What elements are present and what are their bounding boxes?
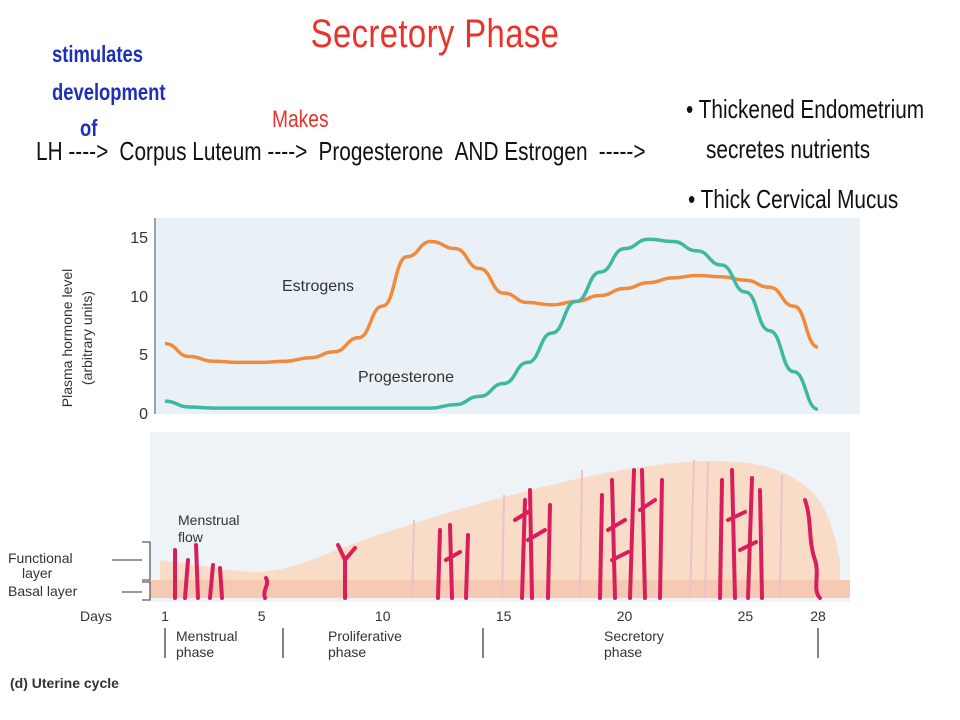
day-tick-label: 28 [810,608,826,624]
days-axis-label: Days [80,608,112,624]
slide-title: Secretory Phase [310,12,560,56]
estrogens-series-label: Estrogens [282,278,354,295]
basal-layer-bracket [142,581,151,601]
functional-layer-shape [160,460,840,582]
y-axis-label-line-1: Plasma hormone level [59,269,75,408]
estrogens-series-line [164,239,819,365]
functional-layer-label-line-1: Functional [8,550,73,566]
menstrual-flow-label-line-2: flow [178,529,204,545]
stimulates-line-2: development [52,79,166,105]
makes-label: Makes [272,106,329,133]
flow-progesterone: Progesterone [318,136,444,166]
stimulates-line-3: of [80,115,98,141]
blood-vessels [173,468,822,600]
flow-lh: LH ----> [36,136,109,166]
hormone-chart-background [155,218,860,414]
functional-layer-label-line-2: layer [22,565,53,581]
day-tick-label: 20 [617,608,633,624]
progesterone-series-line [164,237,819,412]
hormone-flow: LH ----> Corpus Luteum ----> Progesterone A… [36,136,657,167]
gland-outlines [411,459,783,599]
day-tick-label: 15 [496,608,512,624]
flow-corpus-luteum: Corpus Luteum ----> [119,136,308,166]
day-tick-label: 10 [375,608,391,624]
phase-proliferative-line-1: Proliferative [328,628,402,644]
phase-dividers [164,628,819,658]
phase-secretory-line-1: Secretory [604,628,664,644]
bullet-thick-cervical-mucus: • Thick Cervical Mucus [688,184,899,214]
phase-secretory-line-2: phase [604,644,642,660]
day-ticks: 1 5 10 15 20 25 28 [161,608,826,624]
y-tick-label: 10 [130,289,148,306]
phase-menstrual-line-1: Menstrual [176,628,237,644]
y-tick-label: 15 [130,230,148,247]
figure-caption: (d) Uterine cycle [10,675,119,691]
day-tick-label: 1 [161,608,169,624]
progesterone-series-label: Progesterone [358,369,454,386]
y-axis-label-line-2: (arbitrary units) [79,291,95,385]
bullet-thickened-endometrium: • Thickened Endometrium [686,94,925,124]
stimulates-line-1: stimulates [52,41,144,67]
day-tick-label: 5 [258,608,266,624]
phase-proliferative-line-2: phase [328,644,366,660]
menstrual-flow-label-line-1: Menstrual [178,512,239,528]
bullet-secretes-nutrients: secretes nutrients [706,134,871,164]
y-tick-label: 0 [139,406,148,423]
flow-arrow: -----> [598,136,646,166]
day-tick-label: 25 [738,608,754,624]
phase-menstrual-line-2: phase [176,644,214,660]
basal-layer-shape [150,580,850,598]
flow-and-estrogen: AND Estrogen [454,136,588,166]
functional-layer-bracket [142,541,151,581]
y-tick-label: 5 [139,347,148,364]
basal-layer-label: Basal layer [8,583,78,599]
